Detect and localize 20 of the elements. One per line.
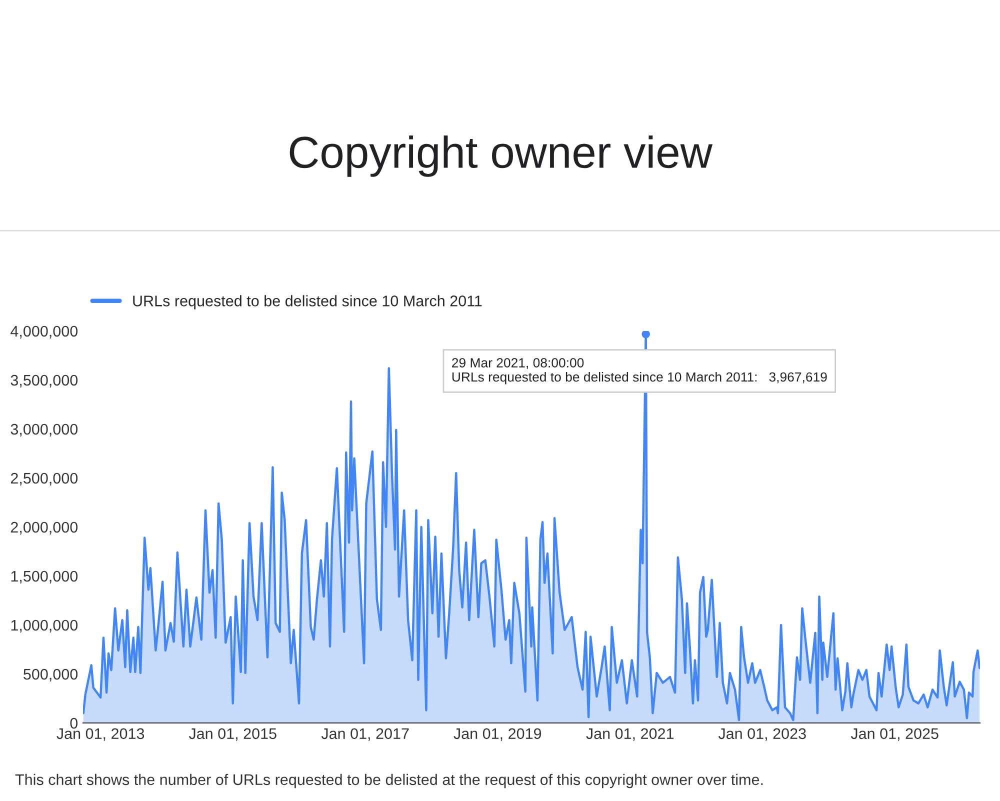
- x-tick-label: Jan 01, 2023: [718, 728, 806, 741]
- x-tick-label: Jan 01, 2019: [454, 728, 542, 741]
- annotation: 29 Mar 2021, 08:00:00 URLs requested to be delisted since 10 March 2011: 3,967,619: [452, 358, 827, 384]
- y-tick-label: 3,500,000: [10, 374, 78, 388]
- text: This chart shows the number of URLs requested to be delisted at the request of this copyright owner over time.: [15, 774, 763, 788]
- x-tick-label: Jan 01, 2017: [321, 728, 409, 741]
- y-tick-label: 4,000,000: [10, 326, 78, 338]
- x-tick-label: Jan 01, 2021: [586, 728, 674, 741]
- y-tick-label: 1,500,000: [11, 570, 78, 584]
- x-tick-label: Jan 01, 2015: [188, 728, 276, 741]
- y-tick-label: 0: [70, 718, 78, 729]
- x-tick-label: Jan 01, 2013: [56, 728, 144, 741]
- y-tick-label: 500,000: [24, 668, 78, 682]
- y-tick-label: 2,500,000: [10, 472, 78, 486]
- y-tick-label: 3,000,000: [10, 424, 78, 436]
- x-tick-label: Jan 01, 2025: [850, 728, 938, 741]
- legend-label: URLs requested to be delisted since 10 March 2011: [133, 295, 482, 310]
- chart-title: Copyright owner view: [290, 135, 713, 177]
- y-tick-label: 1,000,000: [11, 620, 78, 632]
- y-tick-label: 2,000,000: [10, 522, 78, 534]
